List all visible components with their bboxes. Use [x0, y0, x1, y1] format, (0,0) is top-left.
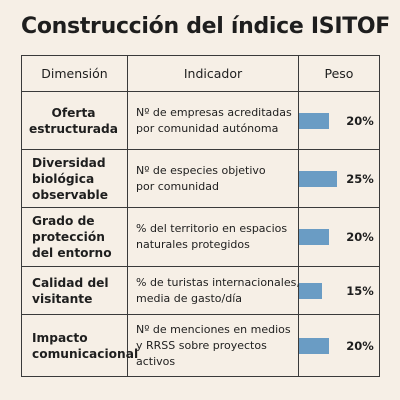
weight-bar [299, 337, 329, 354]
dimension-line: protección [32, 230, 105, 244]
dimension-line: biológica [32, 171, 95, 186]
weight-bar [299, 170, 337, 187]
indicator-line: Nº de menciones en medios [136, 322, 291, 336]
indicator-line: naturales protegidos [136, 238, 250, 251]
table-row: Impacto comunicacional Nº de menciones e… [21, 314, 380, 377]
indicator-line: y RRSS sobre proyectos [136, 338, 267, 352]
indicator-line: Nº de empresas acreditadas [136, 105, 292, 119]
weight-cell: 20% [298, 91, 380, 150]
table-row: Diversidad biológica observable Nº de es… [21, 149, 380, 208]
weight-bar [299, 229, 329, 245]
weight-value: 20% [346, 230, 374, 244]
indicator-cell: % de turistas internacionales, media de … [127, 266, 300, 315]
header-weight: Peso [298, 55, 380, 92]
weight-cell: 20% [298, 314, 380, 377]
weight-cell: 15% [298, 266, 380, 315]
weight-cell: 20% [298, 207, 380, 267]
indicator-line: % del territorio en espacios [136, 222, 288, 235]
table-row: Grado de protección del entorno % del te… [21, 207, 380, 267]
page-title: Construcción del índice ISITOF [21, 14, 391, 39]
dimension-line: visitante [32, 291, 93, 306]
dimension-cell: Calidad del visitante [21, 266, 128, 315]
indicator-cell: Nº de empresas acreditadas por comunidad… [127, 91, 299, 150]
table-row: Calidad del visitante % de turistas inte… [21, 266, 380, 315]
dimension-line: Impacto [32, 330, 88, 345]
header-dimension: Dimensión [21, 55, 128, 92]
dimension-line: del entorno [32, 246, 112, 260]
indicator-cell: % del territorio en espacios naturales p… [127, 207, 299, 267]
dimension-line: estructurada [29, 121, 118, 136]
dimension-line: Diversidad [32, 155, 106, 170]
dimension-cell: Oferta estructurada [21, 91, 128, 150]
table-header-row: Dimensión Indicador Peso [21, 55, 380, 92]
weight-bar [299, 282, 322, 299]
dimension-line: Grado de [32, 214, 95, 228]
dimension-line: Calidad del [32, 275, 109, 290]
indicator-line: Nº de especies objetivo [136, 163, 266, 177]
weight-value: 20% [346, 338, 374, 353]
indicator-line: por comunidad [136, 179, 219, 193]
indicator-line: % de turistas internacionales, [136, 275, 300, 289]
indicator-line: activos [136, 354, 176, 368]
weight-value: 15% [346, 283, 374, 298]
dimension-line: Oferta [51, 105, 96, 120]
dimension-line: comunicacional [32, 346, 139, 361]
dimension-line: observable [32, 187, 108, 202]
table-row: Oferta estructurada Nº de empresas acred… [21, 91, 380, 150]
dimension-cell: Diversidad biológica observable [21, 149, 128, 208]
indicator-line: media de gasto/día [136, 291, 242, 305]
weight-bar [299, 112, 329, 129]
weight-value: 25% [346, 171, 374, 186]
weight-cell: 25% [298, 149, 380, 208]
indicator-cell: Nº de especies objetivo por comunidad [127, 149, 299, 208]
index-table: Dimensión Indicador Peso Oferta estructu… [21, 55, 380, 377]
header-indicator: Indicador [127, 55, 299, 92]
dimension-cell: Impacto comunicacional [21, 314, 139, 377]
indicator-cell: Nº de menciones en medios y RRSS sobre p… [127, 314, 299, 377]
weight-value: 20% [346, 113, 374, 128]
indicator-line: por comunidad autónoma [136, 121, 279, 135]
dimension-cell: Grado de protección del entorno [21, 207, 128, 267]
